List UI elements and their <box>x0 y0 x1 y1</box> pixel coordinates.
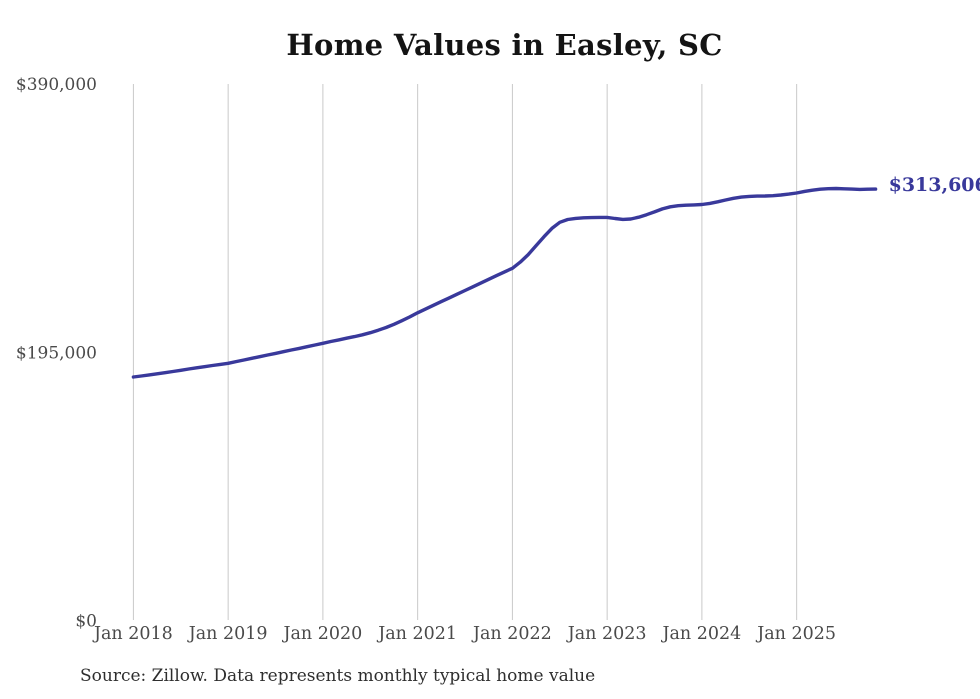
x-tick-label: Jan 2019 <box>187 624 268 644</box>
x-tick-label: Jan 2021 <box>376 624 457 644</box>
x-tick-label: Jan 2018 <box>92 624 173 644</box>
y-tick-label: $195,000 <box>16 343 97 363</box>
x-tick-label: Jan 2020 <box>281 624 362 644</box>
value-line <box>131 186 878 379</box>
x-tick-label: Jan 2023 <box>566 624 647 644</box>
chart-title: Home Values in Easley, SC <box>286 28 723 62</box>
source-note: Source: Zillow. Data represents monthly … <box>80 666 596 686</box>
x-tick-label: Jan 2025 <box>755 624 836 644</box>
latest-value-label: $313,606 <box>889 174 980 196</box>
y-tick-label: $390,000 <box>16 75 97 95</box>
y-tick-label: $0 <box>75 612 97 632</box>
x-tick-label: Jan 2024 <box>660 624 741 644</box>
x-tick-label: Jan 2022 <box>471 624 552 644</box>
